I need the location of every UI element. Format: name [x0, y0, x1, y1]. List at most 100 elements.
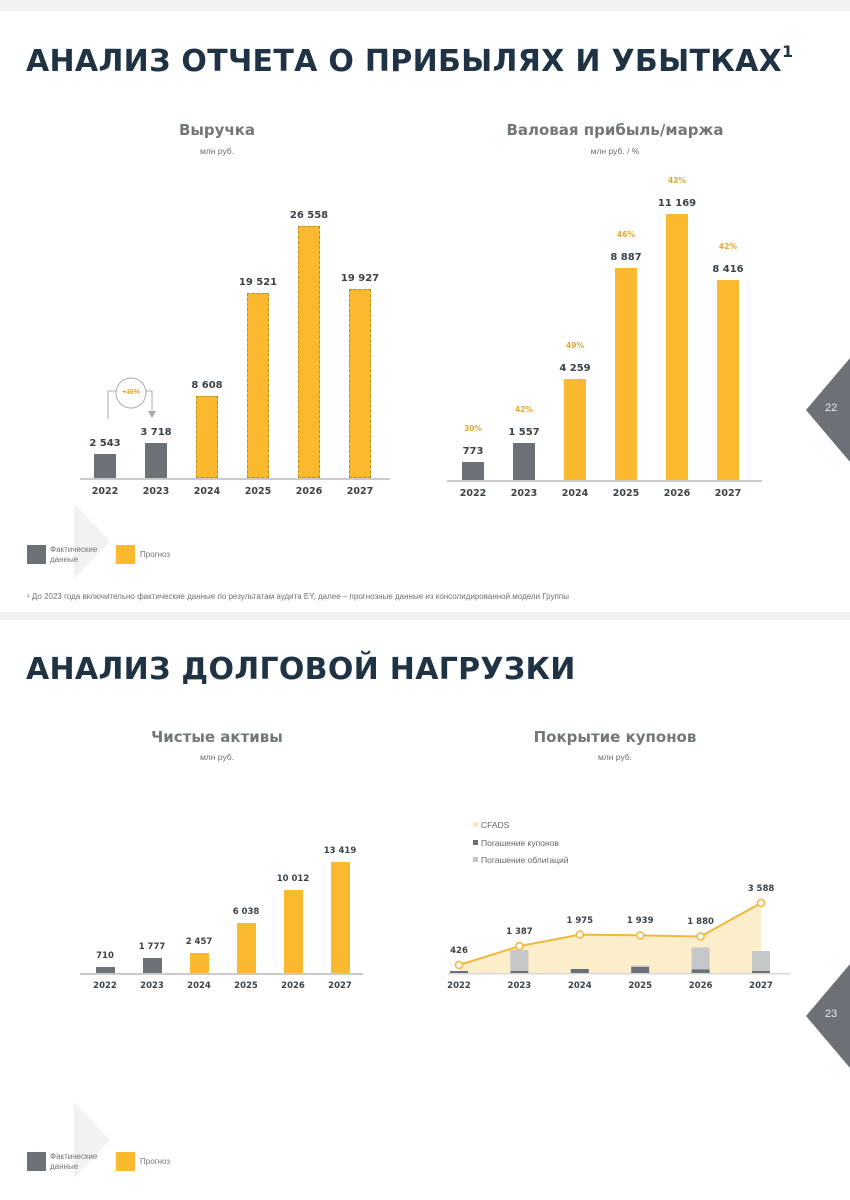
revenue-chart-unit: млн руб. — [199, 146, 235, 156]
growth-annotation-label: +46% — [121, 389, 141, 396]
year-label-2022: 2022 — [447, 981, 471, 991]
legend-swatch-actual — [27, 545, 46, 564]
net-assets-chart-unit: млн руб. — [199, 752, 235, 762]
cfads-area — [459, 903, 761, 973]
bar-2024 — [196, 396, 218, 478]
cfads-point-2025 — [635, 931, 645, 940]
cfads-label-2025: 1 939 — [626, 916, 654, 927]
bar-2025 — [615, 268, 637, 480]
x-axis-line — [80, 973, 363, 975]
value-label-2027: 8 416 — [712, 263, 744, 275]
x-axis-line — [447, 480, 762, 482]
x-axis-line — [80, 478, 390, 480]
margin-label-2027: 42% — [719, 241, 737, 251]
growth-annotation — [107, 377, 156, 419]
cfads-point-2022 — [454, 960, 464, 970]
year-label-2023: 2023 — [142, 486, 170, 497]
value-label-2022: 710 — [96, 951, 114, 962]
bar-2023 — [142, 958, 162, 973]
bar-2023 — [513, 442, 535, 480]
bar-2026 — [298, 226, 320, 478]
bar-2026 — [666, 214, 688, 480]
year-label-2027: 2027 — [714, 488, 742, 499]
legend-bonds: Погашение облигаций — [473, 855, 568, 865]
year-label-2022: 2022 — [459, 488, 487, 499]
cfads-point-2023 — [515, 941, 524, 951]
bar-2026 — [283, 890, 303, 973]
margin-label-2022: 30% — [464, 423, 482, 433]
value-label-2025: 6 038 — [232, 907, 260, 918]
year-label-2026: 2026 — [281, 981, 305, 991]
cfads-label-2027: 3 588 — [747, 884, 775, 894]
year-label-2024: 2024 — [567, 981, 592, 991]
year-label-2027: 2027 — [346, 486, 374, 497]
cfads-label-2022: 426 — [450, 946, 468, 956]
bar-2027 — [717, 279, 739, 480]
legend-swatch-forecast-2 — [116, 1152, 135, 1171]
bond-repayment-bar-2026 — [691, 947, 710, 970]
bar-2024 — [189, 952, 209, 973]
value-label-2023: 1 777 — [138, 942, 166, 953]
value-label-2027: 13 419 — [323, 846, 357, 856]
cfads-label-2026: 1 880 — [687, 917, 714, 928]
legend-arrow-decoration-2 — [74, 1102, 110, 1178]
coupon-coverage-chart-title: Покрытие купонов — [533, 728, 697, 746]
slide-title-pnl: АНАЛИЗ ОТЧЕТА О ПРИБЫЛЯХ И УБЫТКАХ1 — [26, 42, 794, 79]
legend-swatch-actual-2 — [27, 1152, 46, 1171]
value-label-2027: 19 927 — [340, 272, 380, 284]
coupon-repayment-bar-2025 — [631, 967, 650, 973]
bar-2024 — [564, 378, 586, 480]
legend-swatch-forecast — [116, 545, 135, 564]
value-label-2026: 10 012 — [276, 874, 310, 885]
slide-divider — [0, 612, 850, 620]
value-label-2025: 19 521 — [238, 276, 278, 288]
year-label-2027: 2027 — [328, 981, 352, 991]
footnote: ¹ До 2023 года включительно фактические … — [27, 592, 569, 601]
margin-label-2026: 42% — [668, 176, 686, 185]
top-strip — [0, 0, 850, 11]
page-number-22: 22 — [825, 402, 838, 414]
year-label-2022: 2022 — [93, 981, 117, 991]
legend-label-forecast: Прогноз — [140, 550, 171, 559]
legend-coupons: Погашение купонов — [473, 838, 559, 848]
slide-title-debt: АНАЛИЗ ДОЛГОВОЙ НАГРУЗКИ — [26, 652, 576, 687]
bar-2023 — [145, 442, 167, 478]
bond-repayment-bar-2027 — [752, 950, 770, 971]
legend-cfads: CFADS — [473, 820, 509, 830]
legend-label-actual-2: Фактические данные — [50, 1152, 98, 1171]
bar-2022 — [462, 461, 484, 480]
bar-2022 — [94, 453, 116, 478]
year-label-2027: 2027 — [749, 981, 773, 991]
legend-swatch-coupons — [473, 840, 478, 846]
year-label-2024: 2024 — [193, 486, 221, 497]
value-label-2024: 4 259 — [559, 362, 591, 374]
cfads-label-2024: 1 975 — [566, 915, 594, 926]
year-label-2024: 2024 — [561, 488, 589, 499]
bar-2027 — [330, 862, 350, 973]
year-label-2026: 2026 — [295, 486, 323, 497]
year-label-2025: 2025 — [234, 981, 258, 991]
year-label-2023: 2023 — [510, 488, 538, 499]
coupon-repayment-bar-2027 — [752, 971, 770, 973]
year-label-2023: 2023 — [140, 981, 164, 991]
year-label-2026: 2026 — [663, 488, 691, 499]
margin-label-2024: 49% — [566, 340, 584, 350]
year-label-2025: 2025 — [628, 981, 653, 991]
net-assets-chart-title: Чистые активы — [151, 728, 283, 746]
legend-label-actual: Фактические данные — [50, 545, 98, 564]
value-label-2022: 2 543 — [89, 437, 121, 449]
value-label-2022: 773 — [462, 445, 484, 457]
margin-label-2023: 42% — [515, 404, 533, 414]
page-tab-23 — [806, 964, 850, 1068]
coupon-coverage-chart-unit: млн руб. — [597, 752, 633, 762]
year-label-2022: 2022 — [91, 486, 119, 497]
page-tab-22 — [806, 358, 850, 462]
value-label-2025: 8 887 — [610, 252, 642, 264]
bar-2027 — [349, 288, 371, 478]
legend-swatch-bonds — [473, 857, 478, 863]
coupon-repayment-bar-2023 — [510, 971, 529, 973]
coupon-repayment-bar-2022 — [450, 971, 468, 973]
bar-2025 — [236, 923, 256, 973]
year-label-2026: 2026 — [688, 981, 713, 991]
legend-swatch-cfads — [473, 822, 478, 828]
